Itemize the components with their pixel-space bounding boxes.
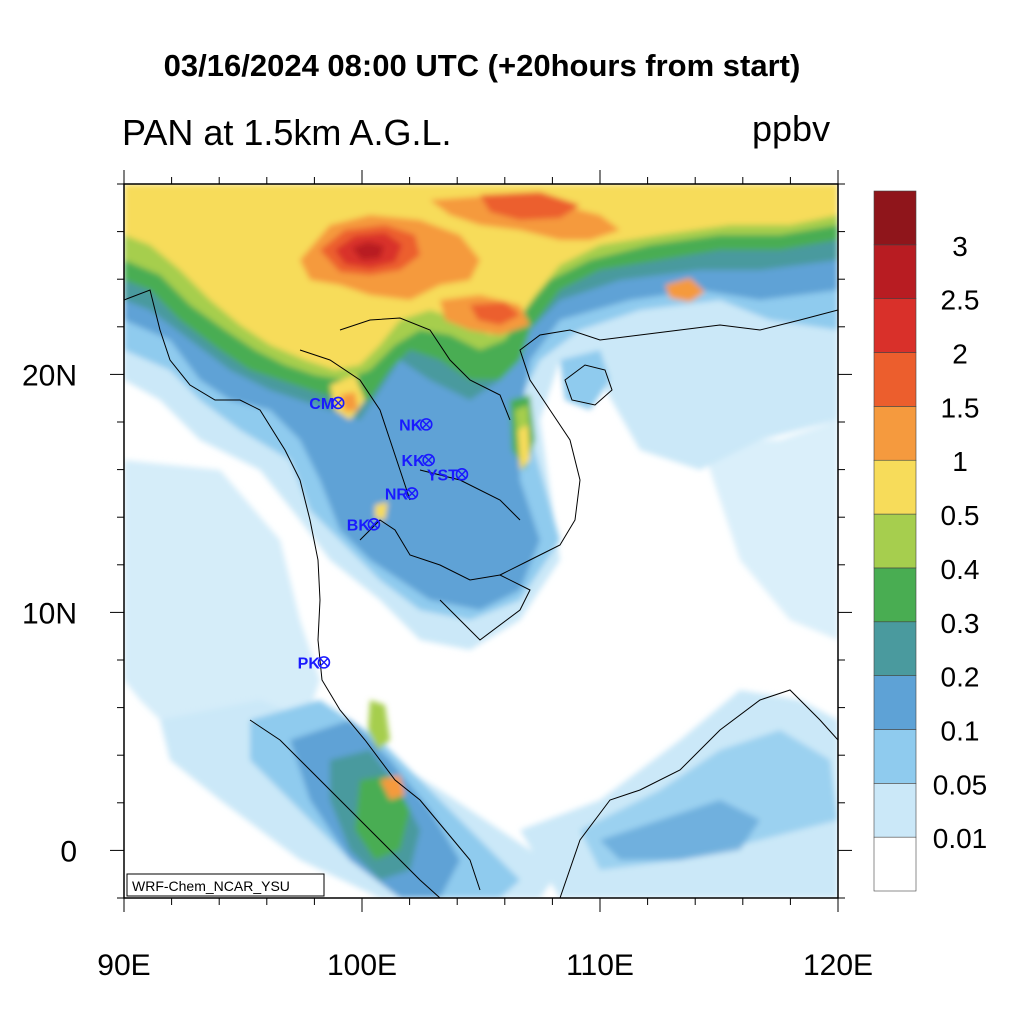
station-symbol [405, 487, 419, 500]
colorbar-segment [873, 621, 917, 676]
x-tick-label: 100E [327, 949, 397, 982]
x-tick-label: 120E [803, 949, 873, 982]
station-symbol [455, 468, 469, 481]
colorbar-label: 2 [952, 339, 968, 370]
station-label: PK [298, 655, 321, 672]
station-marker: KK [402, 453, 435, 470]
coastlines [124, 289, 838, 898]
colorbar-label: 0.4 [941, 554, 980, 585]
colorbar: 0.01 0.05 0.1 0.2 0.3 0.4 0.5 1 1.5 2 2.5 3 [873, 190, 988, 892]
station-marker: YST [427, 467, 469, 484]
colorbar-segment [873, 729, 917, 784]
y-tick-label: 20N [22, 359, 77, 392]
colorbar-segment [873, 513, 917, 569]
colorbar-segment [873, 675, 917, 730]
x-tick-label: 90E [97, 949, 150, 982]
station-marker: NR [385, 486, 419, 503]
station-marker: BK [347, 517, 381, 534]
y-tick-label: 10N [22, 597, 77, 630]
colorbar-segment [873, 406, 917, 461]
station-symbol [317, 656, 331, 669]
colorbar-segment [873, 567, 917, 623]
pan-concentration-field [124, 184, 838, 898]
colorbar-label: 0.3 [941, 608, 980, 639]
colorbar-segment [873, 244, 917, 299]
station-symbol [367, 518, 381, 531]
colorbar-segment [873, 783, 917, 838]
axis-layer: 90E 100E 110E 120E 0 10N 20N [22, 170, 873, 982]
station-marker: NK [399, 417, 433, 434]
station-label: KK [402, 453, 426, 470]
colorbar-segment [873, 190, 917, 246]
colorbar-label: 2.5 [941, 285, 980, 316]
colorbar-segment [873, 459, 917, 515]
map-frame [123, 183, 839, 899]
station-label: NK [399, 417, 423, 434]
colorbar-label: 0.01 [933, 823, 988, 854]
colorbar-label: 3 [952, 231, 968, 262]
colorbar-label: 0.2 [941, 662, 980, 693]
model-credit-text: WRF-Chem_NCAR_YSU [132, 878, 290, 894]
colorbar-label: 0.1 [941, 715, 980, 746]
colorbar-label: 0.5 [941, 500, 980, 531]
station-symbol [422, 453, 435, 467]
colorbar-segment [873, 298, 917, 353]
y-tick-label: 0 [60, 835, 77, 868]
units-label: ppbv [752, 108, 831, 149]
colorbar-segment [873, 352, 917, 407]
station-label: YST [427, 467, 458, 484]
colorbar-segment [873, 836, 917, 892]
station-label: CM [309, 396, 334, 413]
colorbar-label: 1 [952, 446, 968, 477]
station-symbol [331, 396, 345, 410]
station-marker: CM [309, 396, 345, 413]
colorbar-label: 0.05 [933, 769, 988, 800]
station-marker: PK [298, 655, 331, 672]
variable-title: PAN at 1.5km A.G.L. [122, 112, 452, 153]
x-tick-label: 110E [566, 949, 634, 982]
plot-main-title: 03/16/2024 08:00 UTC (+20hours from star… [163, 48, 801, 83]
model-credit: WRF-Chem_NCAR_YSU [126, 873, 325, 897]
colorbar-label: 1.5 [941, 392, 980, 423]
station-label: NR [385, 486, 409, 503]
station-label: BK [347, 517, 371, 534]
station-symbol [419, 418, 433, 431]
